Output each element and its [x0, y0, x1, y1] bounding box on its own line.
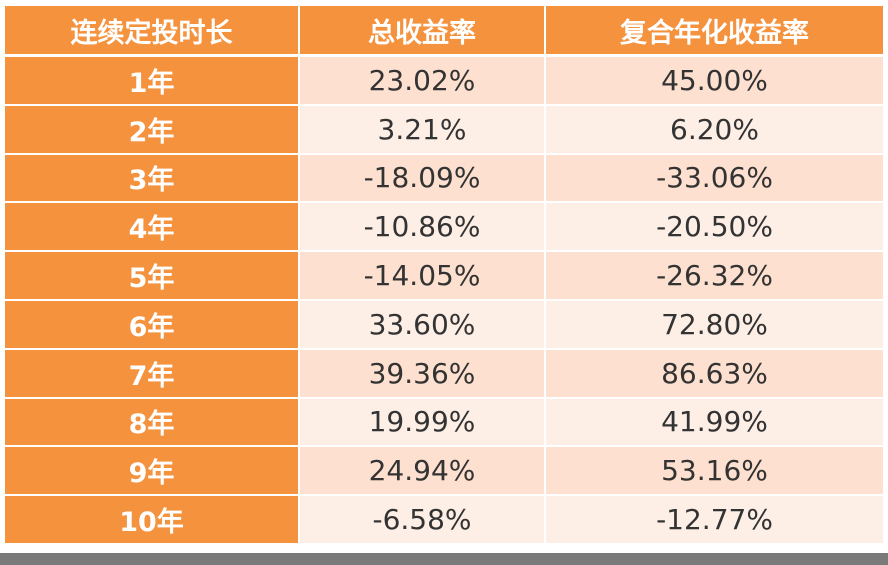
table-header-row: 连续定投时长 总收益率 复合年化收益率 — [5, 6, 883, 57]
table-row: 1年 23.02% 45.00% — [5, 57, 883, 106]
annualized-return-cell: -20.50% — [546, 203, 883, 253]
total-return-cell: 19.99% — [300, 398, 546, 448]
investment-returns-table: 连续定投时长 总收益率 复合年化收益率 1年 23.02% 45.00% 2年 … — [5, 6, 883, 545]
table-row: 3年 -18.09% -33.06% — [5, 154, 883, 204]
table-row: 10年 -6.58% -12.77% — [5, 496, 883, 545]
header-annualized-return: 复合年化收益率 — [546, 6, 883, 57]
total-return-cell: 24.94% — [300, 447, 546, 497]
total-return-cell: 3.21% — [300, 105, 546, 155]
bottom-border-bar — [0, 553, 888, 565]
table-row: 4年 -10.86% -20.50% — [5, 203, 883, 253]
total-return-cell: -14.05% — [300, 252, 546, 301]
table-row: 2年 3.21% 6.20% — [5, 105, 883, 155]
period-cell: 2年 — [5, 105, 300, 155]
annualized-return-cell: 72.80% — [546, 300, 883, 350]
table-row: 8年 19.99% 41.99% — [5, 398, 883, 448]
annualized-return-cell: 53.16% — [546, 447, 883, 497]
annualized-return-cell: -12.77% — [546, 496, 883, 545]
period-cell: 7年 — [5, 349, 300, 399]
period-cell: 5年 — [5, 252, 300, 301]
table-row: 7年 39.36% 86.63% — [5, 349, 883, 399]
total-return-cell: -18.09% — [300, 154, 546, 204]
annualized-return-cell: -33.06% — [546, 154, 883, 204]
total-return-cell: 39.36% — [300, 349, 546, 399]
total-return-cell: 33.60% — [300, 300, 546, 350]
total-return-cell: 23.02% — [300, 57, 546, 106]
period-cell: 1年 — [5, 57, 300, 106]
period-cell: 8年 — [5, 398, 300, 448]
annualized-return-cell: -26.32% — [546, 252, 883, 301]
annualized-return-cell: 45.00% — [546, 57, 883, 106]
total-return-cell: -10.86% — [300, 203, 546, 253]
period-cell: 9年 — [5, 447, 300, 497]
period-cell: 6年 — [5, 300, 300, 350]
header-duration: 连续定投时长 — [5, 6, 300, 57]
annualized-return-cell: 86.63% — [546, 349, 883, 399]
table-row: 5年 -14.05% -26.32% — [5, 252, 883, 301]
annualized-return-cell: 6.20% — [546, 105, 883, 155]
total-return-cell: -6.58% — [300, 496, 546, 545]
period-cell: 3年 — [5, 154, 300, 204]
table-row: 6年 33.60% 72.80% — [5, 300, 883, 350]
header-total-return: 总收益率 — [300, 6, 546, 57]
table-row: 9年 24.94% 53.16% — [5, 447, 883, 497]
period-cell: 4年 — [5, 203, 300, 253]
period-cell: 10年 — [5, 496, 300, 545]
annualized-return-cell: 41.99% — [546, 398, 883, 448]
